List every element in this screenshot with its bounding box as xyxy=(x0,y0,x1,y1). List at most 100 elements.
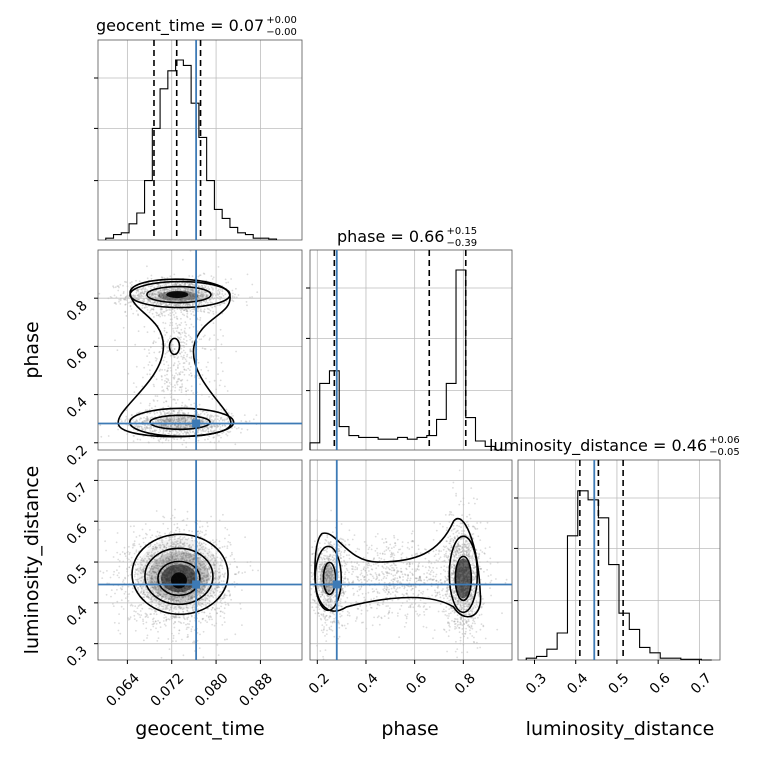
scatter-point xyxy=(119,303,122,305)
scatter-point xyxy=(184,282,186,285)
scatter-point xyxy=(191,287,194,290)
scatter-point xyxy=(133,540,136,543)
scatter-point xyxy=(179,284,182,287)
scatter-point xyxy=(156,358,158,360)
scatter-point xyxy=(213,305,216,307)
scatter-point xyxy=(185,335,188,338)
scatter-point xyxy=(212,322,215,325)
scatter-point xyxy=(185,290,187,292)
scatter-point xyxy=(163,623,166,626)
scatter-point xyxy=(114,339,116,342)
scatter-point xyxy=(169,298,172,301)
scatter-point xyxy=(187,291,189,293)
scatter-point xyxy=(219,428,221,430)
scatter-point xyxy=(148,311,151,314)
scatter-point xyxy=(223,576,226,578)
scatter-point xyxy=(174,304,177,306)
scatter-point xyxy=(218,607,221,610)
scatter-point xyxy=(218,540,221,543)
scatter-point xyxy=(178,530,181,533)
scatter-point xyxy=(221,573,224,576)
scatter-point xyxy=(225,281,228,284)
scatter-point xyxy=(239,607,242,610)
scatter-point xyxy=(205,293,208,296)
scatter-point xyxy=(173,298,176,301)
scatter-point xyxy=(146,355,149,357)
scatter-point xyxy=(210,431,213,433)
scatter-point xyxy=(168,381,171,384)
scatter-point xyxy=(186,609,189,612)
scatter-point xyxy=(173,410,176,413)
scatter-point xyxy=(188,303,190,306)
scatter-point xyxy=(197,307,200,309)
scatter-point xyxy=(202,294,205,297)
scatter-point xyxy=(151,292,154,295)
scatter-point xyxy=(198,338,201,341)
scatter-point xyxy=(146,306,148,309)
scatter-point xyxy=(144,306,147,309)
scatter-point xyxy=(167,439,170,442)
scatter-point xyxy=(184,387,187,390)
scatter-point xyxy=(142,618,144,621)
scatter-point xyxy=(198,301,201,304)
scatter-point xyxy=(209,298,212,301)
scatter-point xyxy=(150,308,153,311)
scatter-point xyxy=(196,533,199,535)
scatter-point xyxy=(143,366,146,369)
scatter-point xyxy=(190,424,192,427)
scatter-point xyxy=(139,291,142,294)
scatter-point xyxy=(199,530,202,533)
scatter-point xyxy=(135,279,137,282)
scatter-point xyxy=(248,420,251,422)
scatter-point xyxy=(150,628,152,631)
scatter-point xyxy=(180,391,183,393)
scatter-point xyxy=(206,301,209,304)
scatter-point xyxy=(157,314,160,317)
scatter-point xyxy=(216,304,219,306)
scatter-point xyxy=(203,293,205,296)
scatter-point xyxy=(158,292,161,295)
scatter-point xyxy=(136,426,139,429)
scatter-point xyxy=(201,525,204,528)
scatter-point xyxy=(155,627,157,630)
scatter-point xyxy=(162,607,165,610)
scatter-point xyxy=(144,409,147,412)
scatter-point xyxy=(127,558,130,561)
scatter-point xyxy=(147,298,150,301)
scatter-point xyxy=(167,299,170,302)
scatter-point xyxy=(146,409,149,412)
scatter-point xyxy=(174,282,177,285)
scatter-point xyxy=(181,358,184,360)
scatter-point xyxy=(162,282,165,285)
scatter-point xyxy=(207,286,210,288)
scatter-point xyxy=(168,411,171,413)
scatter-point xyxy=(188,283,191,286)
scatter-point xyxy=(179,352,182,355)
scatter-point xyxy=(137,313,139,316)
scatter-point xyxy=(166,370,169,372)
scatter-point xyxy=(181,443,184,446)
scatter-point xyxy=(148,349,150,351)
scatter-point xyxy=(192,298,195,301)
scatter-point xyxy=(175,304,178,306)
scatter-point xyxy=(198,291,200,293)
scatter-point xyxy=(219,303,222,306)
scatter-point xyxy=(199,317,202,319)
scatter-point xyxy=(116,349,119,352)
scatter-point xyxy=(233,581,236,583)
scatter-point xyxy=(153,412,156,415)
scatter-point xyxy=(185,446,188,448)
scatter-point xyxy=(160,292,163,294)
scatter-point xyxy=(179,386,181,389)
scatter-point xyxy=(224,293,227,296)
scatter-point xyxy=(183,368,186,371)
scatter-point xyxy=(179,379,182,382)
scatter-point xyxy=(196,436,199,439)
scatter-point xyxy=(166,304,169,307)
scatter-point xyxy=(165,309,168,312)
scatter-point xyxy=(161,386,164,388)
scatter-point xyxy=(225,594,228,597)
scatter-point xyxy=(169,322,172,324)
scatter-point xyxy=(159,284,162,287)
scatter-point xyxy=(162,522,165,525)
